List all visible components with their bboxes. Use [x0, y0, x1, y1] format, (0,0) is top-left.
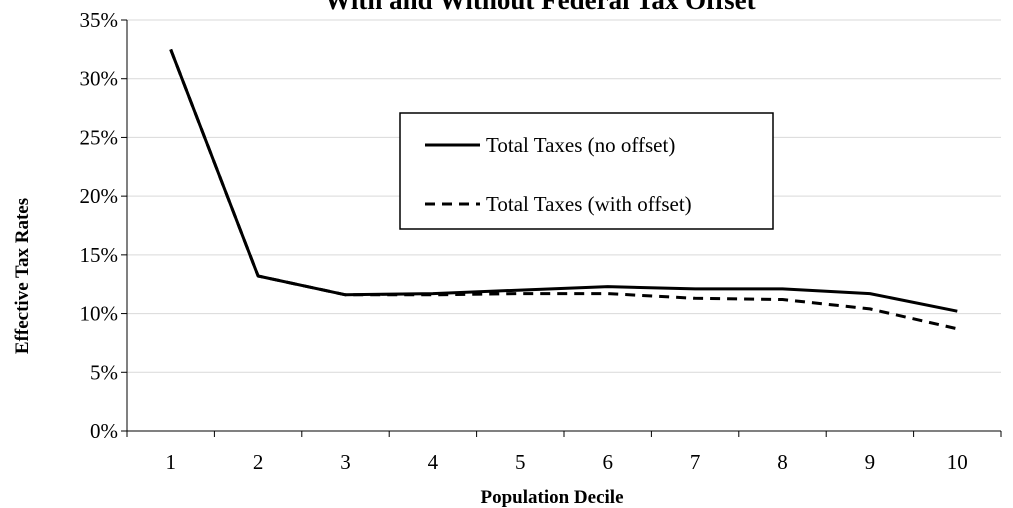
series-line-with-offset	[169, 48, 958, 331]
x-tick-label: 9	[865, 450, 876, 474]
x-tick-label: 3	[340, 450, 351, 474]
legend-label-no-offset: Total Taxes (no offset)	[486, 133, 675, 157]
y-tick-label: 15%	[80, 243, 119, 267]
chart-title: With and Without Federal Tax Offset	[324, 0, 755, 15]
x-tick-label: 10	[947, 450, 968, 474]
series-line-no-offset	[169, 48, 958, 313]
x-tick-label: 8	[777, 450, 788, 474]
x-tick-label: 4	[428, 450, 439, 474]
legend-box	[399, 112, 774, 230]
series-lines	[169, 48, 958, 331]
x-tick-label: 7	[690, 450, 701, 474]
y-axis-ticks: 0% 5% 10% 15% 20% 25% 30% 35%	[80, 8, 119, 443]
y-tick-label: 35%	[80, 8, 119, 32]
y-tick-label: 10%	[80, 302, 119, 326]
axes	[121, 19, 1002, 437]
x-tick-label: 1	[165, 450, 176, 474]
x-axis-ticks: 1 2 3 4 5 6 7 8 9 10	[165, 450, 967, 474]
y-tick-label: 30%	[80, 67, 119, 91]
x-tick-label: 6	[602, 450, 613, 474]
x-axis-label: Population Decile	[480, 487, 623, 508]
y-tick-label: 20%	[80, 184, 119, 208]
y-axis-label: Effective Tax Rates	[12, 198, 33, 354]
x-tick-label: 2	[253, 450, 264, 474]
x-tick-label: 5	[515, 450, 526, 474]
legend: Total Taxes (no offset) Total Taxes (wit…	[399, 112, 774, 230]
y-tick-label: 25%	[80, 125, 119, 149]
legend-label-with-offset: Total Taxes (with offset)	[486, 192, 692, 216]
y-tick-label: 0%	[90, 419, 118, 443]
y-tick-label: 5%	[90, 360, 118, 384]
